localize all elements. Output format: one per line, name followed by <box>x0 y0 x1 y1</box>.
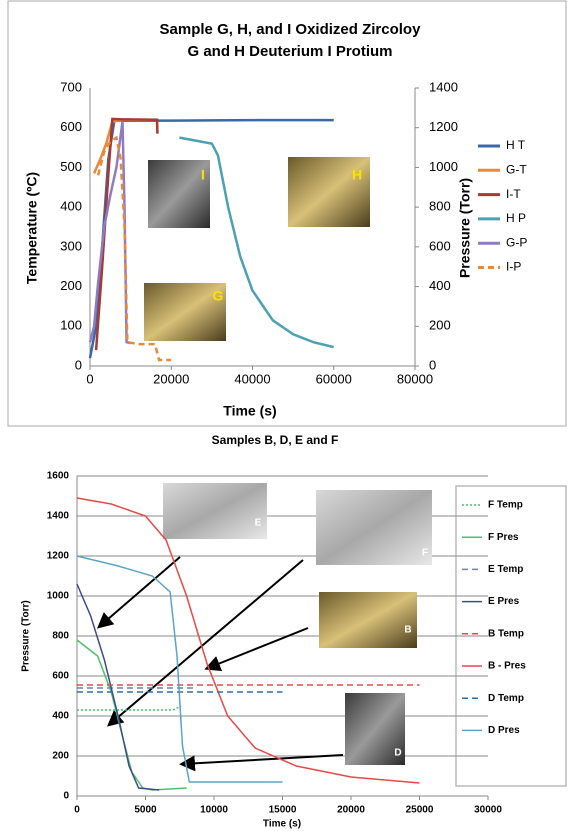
x-tick-label: 0 <box>74 805 80 816</box>
legend-label: H P <box>506 211 526 225</box>
photo <box>163 483 267 539</box>
x-tick-label: 20000 <box>153 371 189 386</box>
y-axis-label: Pressure (Torr) <box>21 600 32 672</box>
series-line <box>77 640 187 790</box>
legend-label: I-P <box>506 260 521 274</box>
photo-label: B <box>404 625 411 636</box>
page: Sample G, H, and I Oxidized Zircoloy G a… <box>0 0 575 831</box>
y-tick-label: 200 <box>52 751 69 762</box>
arrow <box>208 628 308 668</box>
y-tick-label: 600 <box>60 119 82 134</box>
x-tick-label: 30000 <box>474 805 502 816</box>
y-tick-label: 100 <box>60 318 82 333</box>
y2-tick-label: 800 <box>429 199 451 214</box>
y2-axis-label: Pressure (Torr) <box>457 178 473 278</box>
chart-subtitle: G and H Deuterium I Protium <box>187 43 392 60</box>
legend-label: F Temp <box>488 500 523 511</box>
y-tick-label: 1600 <box>47 471 70 482</box>
legend-label: G-T <box>506 162 527 176</box>
photo-label: E <box>255 518 262 529</box>
x-tick-label: 60000 <box>316 371 352 386</box>
series-line <box>77 584 159 790</box>
x-axis-label: Time (s) <box>263 819 301 830</box>
y-tick-label: 800 <box>52 631 69 642</box>
y-tick-label: 400 <box>52 711 69 722</box>
y2-tick-label: 600 <box>429 238 451 253</box>
photo <box>316 490 432 565</box>
y2-tick-label: 1200 <box>429 119 458 134</box>
x-tick-label: 5000 <box>134 805 157 816</box>
y2-tick-label: 1400 <box>429 79 458 94</box>
legend-label: I-T <box>506 187 521 201</box>
y-tick-label: 1200 <box>47 551 70 562</box>
legend-label: F Pres <box>488 532 519 543</box>
legend-label: E Temp <box>488 564 523 575</box>
y-tick-label: 1000 <box>47 591 70 602</box>
y-tick-label: 0 <box>75 357 82 372</box>
y-tick-label: 300 <box>60 238 82 253</box>
y2-tick-label: 1000 <box>429 159 458 174</box>
photo-label: F <box>422 548 428 559</box>
legend-label: D Pres <box>488 725 520 736</box>
photo <box>319 592 417 648</box>
legend-label: G-P <box>506 235 527 249</box>
y-tick-label: 400 <box>60 199 82 214</box>
chart-frame <box>8 1 566 426</box>
legend-label: B Temp <box>488 628 524 639</box>
legend-label: H T <box>506 138 526 152</box>
y-tick-label: 1400 <box>47 511 70 522</box>
y-tick-label: 200 <box>60 278 82 293</box>
y-tick-label: 0 <box>63 791 69 802</box>
arrow <box>100 557 180 626</box>
x-tick-label: 20000 <box>337 805 365 816</box>
y-tick-label: 500 <box>60 159 82 174</box>
legend-label: E Pres <box>488 596 520 607</box>
x-tick-label: 15000 <box>269 805 297 816</box>
y-tick-label: 700 <box>60 79 82 94</box>
y2-tick-label: 400 <box>429 278 451 293</box>
x-tick-label: 25000 <box>406 805 434 816</box>
x-axis-label: Time (s) <box>223 403 276 419</box>
chart-title: Sample G, H, and I Oxidized Zircoloy <box>160 21 422 38</box>
photo-label: I <box>201 167 205 183</box>
chart-title: Samples B, D, E and F <box>212 433 339 447</box>
y2-tick-label: 0 <box>429 357 436 372</box>
legend-label: B - Pres <box>488 661 526 672</box>
x-tick-label: 40000 <box>234 371 270 386</box>
photo-label: D <box>394 748 401 759</box>
photo-label: G <box>213 288 224 304</box>
y2-tick-label: 200 <box>429 318 451 333</box>
x-tick-label: 10000 <box>200 805 228 816</box>
y-tick-label: 600 <box>52 671 69 682</box>
legend-label: D Temp <box>488 693 524 704</box>
x-tick-label: 0 <box>86 371 93 386</box>
x-tick-label: 80000 <box>397 371 433 386</box>
series-line <box>77 556 283 782</box>
photo-label: H <box>352 167 362 183</box>
y-axis-label: Temperature (ºC) <box>24 172 40 284</box>
